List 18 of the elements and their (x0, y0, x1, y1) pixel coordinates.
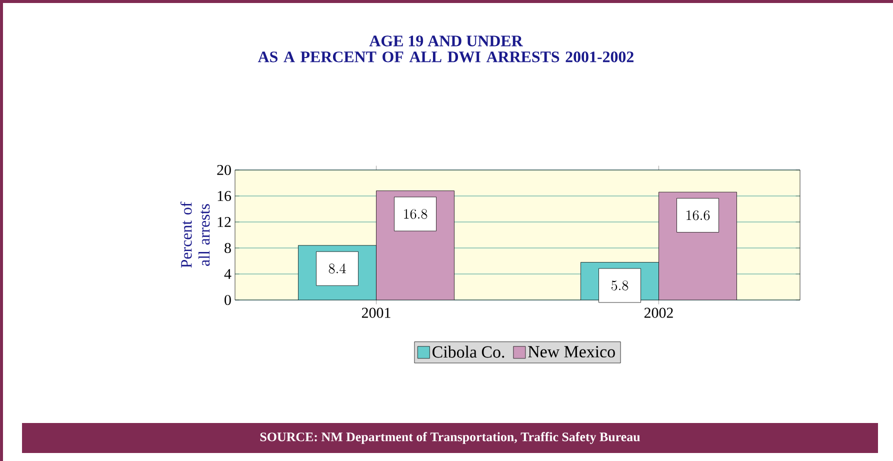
y-tick-label: 0 (224, 294, 231, 306)
chart-title: AGE 19 AND UNDER (369, 36, 523, 46)
data-label: 8.4 (328, 264, 346, 274)
x-tick-label: 2001 (362, 308, 390, 318)
y-tick-label: 4 (224, 269, 232, 279)
source-note: SOURCE: NM Department of Transportation, Traffic Safety Bureau (260, 432, 640, 444)
legend-label: Cibola Co. (432, 346, 504, 358)
data-label: 5.8 (611, 280, 628, 290)
y-tick-label: 20 (217, 164, 231, 176)
chart-subtitle: AS A PERCENT OF ALL DWI ARRESTS 2001-2002 (258, 52, 634, 62)
data-label: 16.8 (404, 209, 428, 219)
y-tick-label: 16 (218, 190, 232, 201)
y-axis-title: Percent of all arrests (180, 202, 210, 268)
legend-label: New Mexico (528, 346, 615, 358)
y-tick-label: 8 (224, 242, 231, 254)
data-label: 16.6 (686, 210, 710, 220)
y-tick-label: 12 (218, 217, 231, 227)
x-tick-label: 2002 (644, 308, 673, 318)
